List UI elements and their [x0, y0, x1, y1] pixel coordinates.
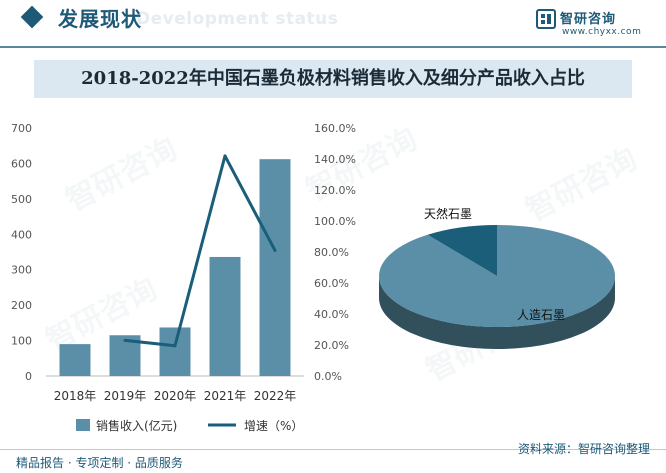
pie-label-天然石墨: 天然石墨 [424, 206, 472, 221]
section-title-en: Development status [136, 9, 339, 29]
y-left-tick-label: 100 [11, 335, 32, 348]
y-right-tick-label: 80.0% [314, 246, 349, 259]
logo-icon [536, 9, 556, 29]
y-right-tick-label: 40.0% [314, 308, 349, 321]
chart-title-background [34, 60, 632, 98]
y-right-tick-label: 0.0% [314, 370, 342, 383]
x-tick-label: 2021年 [204, 389, 247, 403]
bar-2022年 [259, 159, 291, 376]
legend-bar-label: 销售收入(亿元) [96, 418, 177, 433]
y-left-tick-label: 700 [11, 122, 32, 135]
pie-side-wall [379, 276, 615, 349]
growth-rate-point [273, 248, 277, 252]
growth-rate-point [123, 338, 127, 342]
y-right-tick-label: 60.0% [314, 277, 349, 290]
x-tick-label: 2019年 [104, 389, 147, 403]
y-left-tick-label: 400 [11, 228, 32, 241]
y-right-tick-label: 20.0% [314, 339, 349, 352]
logo-name: 智研咨询 [560, 12, 617, 27]
chart-area: 0 100 200 300 400 500 600 700 0.0% 20.0% 40.0% 60.0… [11, 122, 615, 433]
legend-line-label: 增速（%） [244, 419, 303, 433]
footer-tagline: 精品报告 · 专项定制 · 品质服务 [16, 456, 183, 470]
diamond-icon [20, 5, 44, 29]
bar-2018年 [59, 344, 91, 376]
y-right-tick-label: 120.0% [314, 184, 356, 197]
x-tick-label: 2020年 [154, 389, 197, 403]
x-tick-label: 2018年 [54, 389, 97, 403]
logo: 智研咨询 www.chyxx.com [536, 8, 646, 42]
y-right-tick-label: 160.0% [314, 122, 356, 135]
growth-rate-point [223, 154, 227, 158]
source-note: 资料来源：智研咨询整理 [517, 442, 650, 456]
chart-title: 2018-2022年中国石墨负极材料销售收入及细分产品收入占比 [81, 68, 585, 89]
bar-2021年 [209, 256, 241, 376]
footer-divider [0, 449, 666, 450]
y-left-tick-label: 500 [11, 193, 32, 206]
y-left-tick-label: 600 [11, 157, 32, 170]
section-title: 发展现状 [58, 7, 142, 31]
logo-url: www.chyxx.com [562, 27, 642, 37]
y-left-tick-label: 0 [25, 370, 32, 383]
y-left-tick-label: 200 [11, 299, 32, 312]
pie-slice-人造石墨 [378, 225, 615, 327]
growth-rate-point [173, 344, 177, 348]
header-divider [0, 46, 666, 48]
combo-chart: 0 100 200 300 400 500 600 700 0.0% 20.0% 40.0% 60.0… [11, 122, 356, 433]
header: Development status 发展现状 智研咨询 www.chyxx.c… [0, 0, 666, 44]
x-tick-label: 2022年 [254, 389, 297, 403]
y-right-tick-label: 100.0% [314, 215, 356, 228]
pie-label-人造石墨: 人造石墨 [517, 308, 565, 322]
growth-rate-line [124, 154, 277, 348]
pie-slice-天然石墨 [427, 225, 497, 276]
y-right-tick-label: 140.0% [314, 153, 356, 166]
legend-bar-swatch [76, 419, 90, 431]
y-left-tick-label: 300 [11, 264, 32, 277]
bar-2020年 [159, 327, 191, 376]
